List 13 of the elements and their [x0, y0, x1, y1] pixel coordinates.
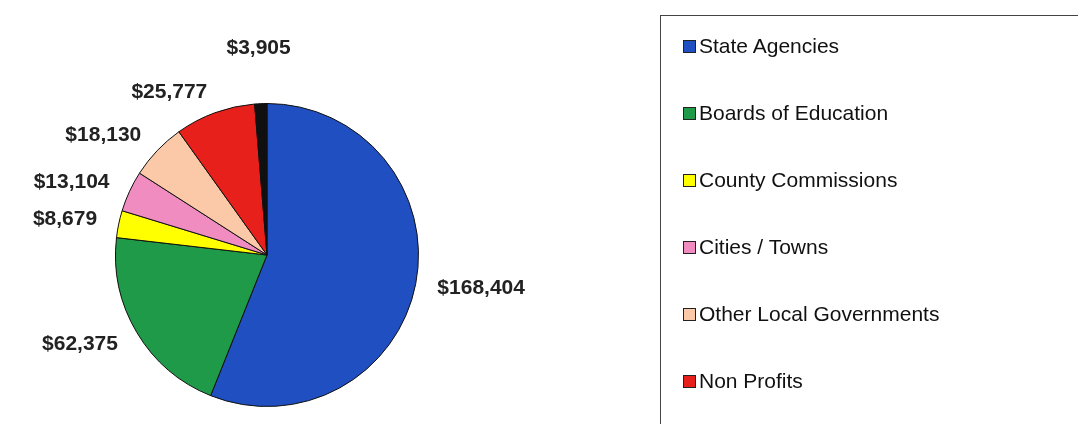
data-label: $8,679 [32, 206, 98, 230]
legend-label: Other Local Governments [699, 302, 940, 326]
legend-label: County Commissions [699, 168, 898, 192]
legend-label: Cities / Towns [699, 235, 829, 259]
legend-label: Non Profits [699, 369, 803, 393]
data-label: $62,375 [42, 330, 119, 354]
data-label: $3,905 [226, 35, 291, 59]
data-label: $168,404 [437, 274, 526, 298]
data-label: $25,777 [131, 78, 208, 102]
legend-label: Boards of Education [699, 101, 889, 125]
data-label: $13,104 [33, 168, 110, 192]
data-label: $18,130 [65, 122, 142, 146]
legend-label: State Agencies [699, 34, 840, 58]
